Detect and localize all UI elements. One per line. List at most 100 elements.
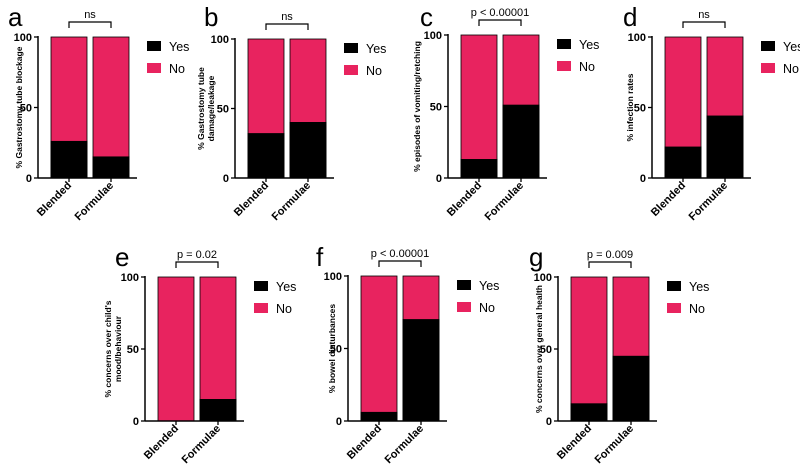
- significance-bracket: [265, 23, 309, 30]
- y-tick-label: 100: [121, 272, 139, 284]
- y-tick-label: 50: [330, 344, 342, 356]
- x-tick-label: Blended: [649, 180, 688, 219]
- y-tick-label: 0: [133, 416, 139, 428]
- bar-no-formulae: [612, 276, 650, 357]
- x-tick-label: Formulae: [270, 180, 313, 223]
- y-tick-label: 0: [546, 416, 552, 428]
- significance-label: ns: [84, 9, 96, 21]
- y-axis-label: damage/leakage: [206, 75, 216, 141]
- bar-yes-formulae: [199, 398, 237, 422]
- legend-swatch-yes: [147, 41, 161, 51]
- bar-no-formulae: [706, 36, 744, 117]
- y-axis-label: % episodes of vomiting/retching: [412, 41, 422, 172]
- panel-letter: b: [204, 2, 218, 32]
- significance-label: ns: [698, 9, 710, 21]
- bar-yes-formulae: [502, 104, 540, 179]
- bar-yes-formulae: [402, 319, 440, 422]
- significance-label: p = 0.009: [587, 249, 633, 261]
- y-tick-label: 100: [211, 34, 229, 46]
- y-axis-label: mood/behaviour: [113, 315, 123, 382]
- bar-yes-blended: [664, 146, 702, 179]
- legend-label-yes: Yes: [276, 280, 296, 294]
- y-tick-label: 50: [540, 344, 552, 356]
- bar-no-blended: [360, 275, 398, 413]
- legend-label-no: No: [276, 302, 292, 316]
- x-tick-label: Formulae: [687, 180, 730, 223]
- significance-bracket: [682, 21, 726, 28]
- legend-swatch-no: [254, 303, 268, 313]
- y-tick-label: 100: [424, 30, 442, 42]
- bar-yes-blended: [360, 411, 398, 422]
- significance-label: ns: [281, 11, 293, 23]
- significance-label: p < 0.00001: [371, 248, 429, 260]
- legend-swatch-yes: [457, 280, 471, 290]
- legend-swatch-no: [147, 63, 161, 73]
- legend-label-yes: Yes: [783, 40, 800, 54]
- legend-swatch-no: [457, 302, 471, 312]
- panel-letter: c: [420, 2, 433, 32]
- bar-no-formulae: [289, 38, 327, 123]
- legend-label-yes: Yes: [169, 40, 189, 54]
- y-tick-label: 0: [640, 173, 646, 185]
- bar-yes-formulae: [289, 121, 327, 179]
- legend-label-no: No: [366, 64, 382, 78]
- legend-label-yes: Yes: [479, 279, 499, 293]
- legend-label-no: No: [579, 60, 595, 74]
- x-tick-label: Blended: [345, 423, 384, 462]
- x-tick-label: Blended: [445, 180, 484, 219]
- y-tick-label: 0: [26, 173, 32, 185]
- legend-swatch-yes: [557, 39, 571, 49]
- bar-no-formulae: [199, 276, 237, 400]
- y-tick-label: 0: [436, 173, 442, 185]
- y-axis-label: % Gastrostomy tube: [196, 67, 206, 150]
- bar-no-formulae: [92, 36, 130, 158]
- legend-swatch-no: [667, 303, 681, 313]
- y-axis-label: % infection rates: [625, 73, 635, 141]
- y-tick-label: 50: [127, 344, 139, 356]
- bar-no-blended: [247, 38, 285, 134]
- significance-bracket: [478, 19, 522, 26]
- y-tick-label: 50: [430, 102, 442, 114]
- y-tick-label: 50: [20, 103, 32, 115]
- legend-label-yes: Yes: [689, 280, 709, 294]
- legend-swatch-yes: [344, 43, 358, 53]
- bar-yes-blended: [247, 133, 285, 179]
- legend-swatch-no: [557, 61, 571, 71]
- legend-label-yes: Yes: [579, 38, 599, 52]
- x-tick-label: Formulae: [73, 180, 116, 223]
- bar-no-blended: [664, 36, 702, 148]
- legend-swatch-no: [344, 65, 358, 75]
- x-tick-label: Formulae: [383, 423, 426, 466]
- x-tick-label: Blended: [232, 180, 271, 219]
- legend-label-no: No: [783, 62, 799, 76]
- x-tick-label: Blended: [555, 423, 594, 462]
- legend-swatch-no: [761, 63, 775, 73]
- x-tick-label: Formulae: [483, 180, 526, 223]
- bar-yes-blended: [50, 140, 88, 179]
- legend-swatch-yes: [667, 281, 681, 291]
- y-tick-label: 0: [223, 173, 229, 185]
- bar-yes-blended: [570, 403, 608, 422]
- y-axis-label: % bowel disturbances: [327, 304, 337, 394]
- bar-yes-blended: [460, 158, 498, 179]
- significance-bracket: [588, 261, 632, 268]
- legend-swatch-yes: [254, 281, 268, 291]
- bar-yes-formulae: [706, 115, 744, 179]
- bar-yes-formulae: [612, 355, 650, 422]
- x-tick-label: Formulae: [593, 423, 636, 466]
- legend-label-no: No: [689, 302, 705, 316]
- x-tick-label: Formulae: [180, 423, 223, 466]
- x-tick-label: Blended: [35, 180, 74, 219]
- significance-bracket: [68, 21, 112, 28]
- panel-letter: g: [529, 242, 543, 272]
- significance-label: p < 0.00001: [471, 7, 529, 19]
- y-tick-label: 100: [534, 272, 552, 284]
- legend-swatch-yes: [761, 41, 775, 51]
